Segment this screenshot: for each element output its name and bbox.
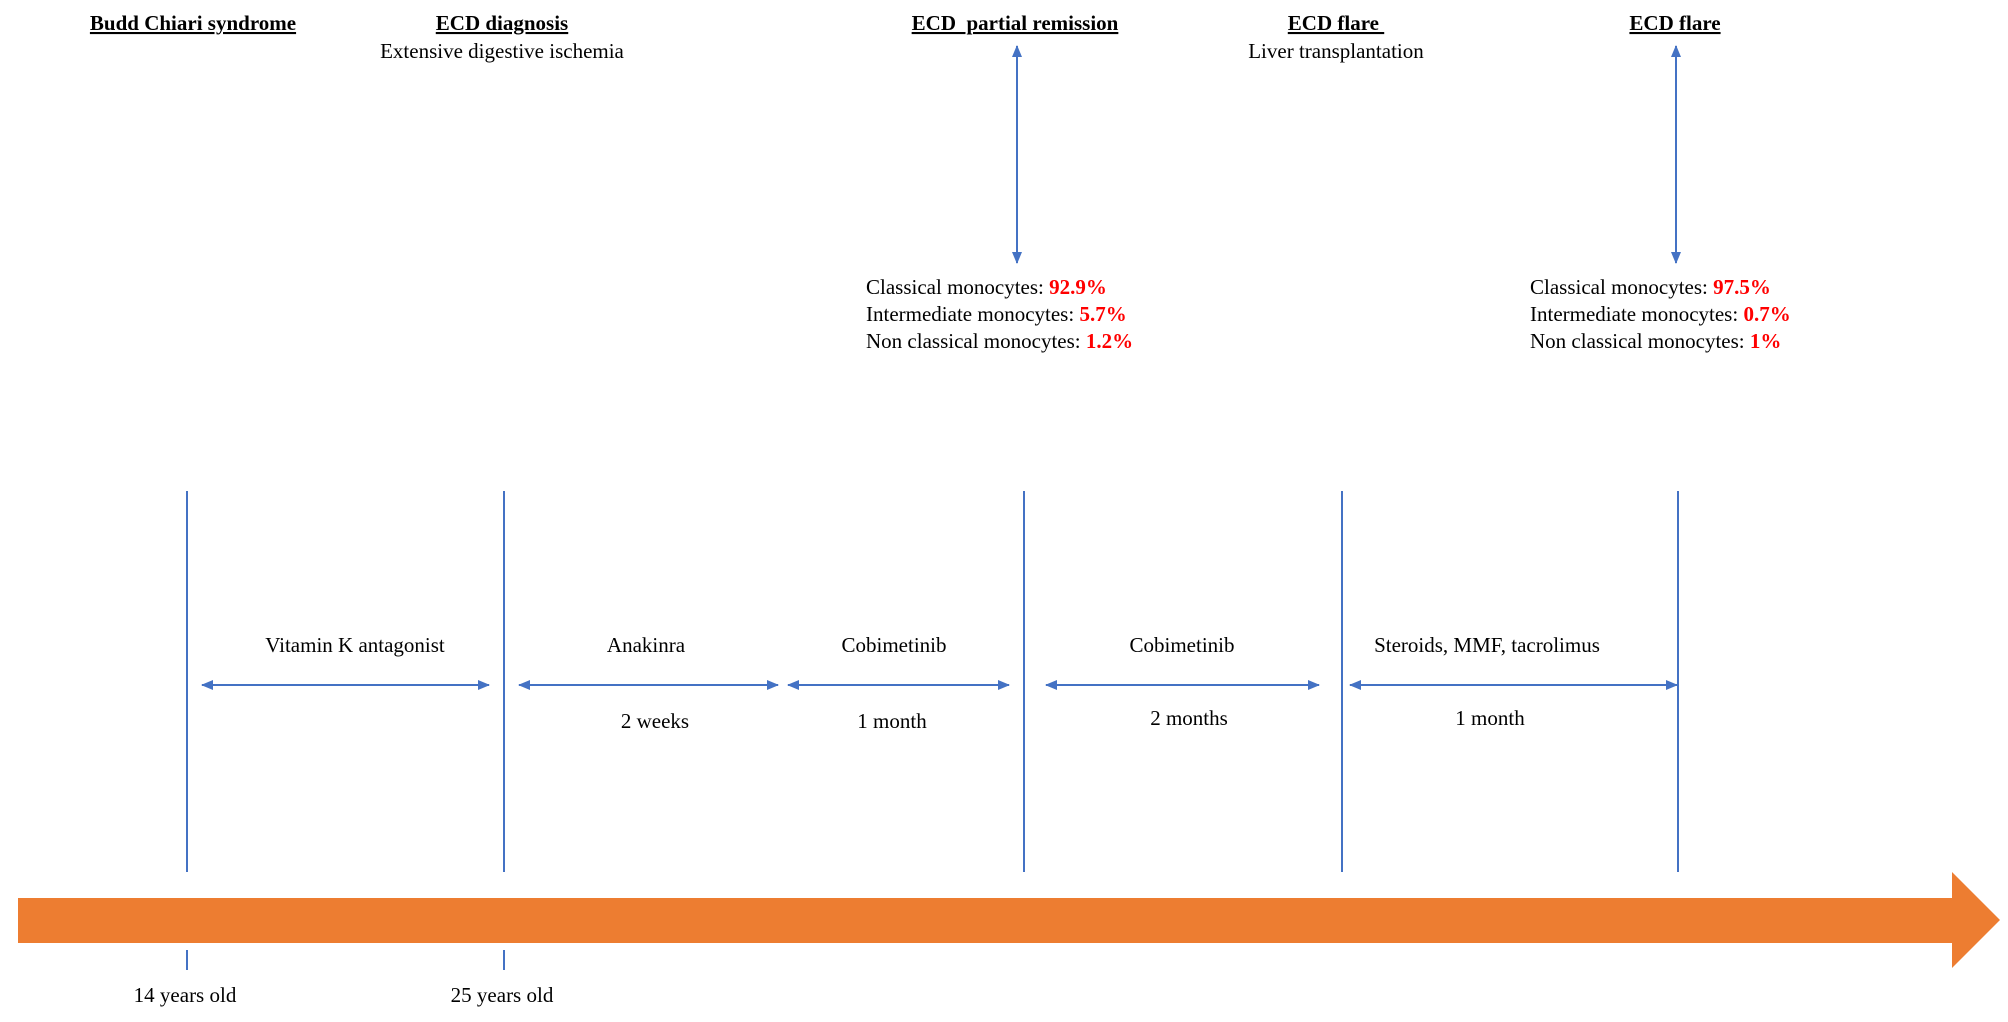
monocyte-label: Intermediate monocytes: [1530, 302, 1743, 326]
monocyte-value: 97.5% [1713, 275, 1771, 299]
event-title-partial-remission: ECD partial remission [912, 11, 1119, 35]
monocyte-row: Non classical monocytes: 1.2% [866, 329, 1133, 353]
monocyte-label: Classical monocytes: [1530, 275, 1713, 299]
monocyte-row: Non classical monocytes: 1% [1530, 329, 1781, 353]
age-label-14: 14 years old [134, 983, 237, 1007]
treatment-duration: 1 month [1455, 706, 1525, 730]
monocyte-value: 1.2% [1086, 329, 1133, 353]
monocyte-row: Intermediate monocytes: 5.7% [866, 302, 1127, 326]
age-label-25: 25 years old [451, 983, 554, 1007]
event-title-ecd-flare-2: ECD flare [1629, 11, 1720, 35]
monocyte-value: 0.7% [1743, 302, 1790, 326]
monocyte-label: Non classical monocytes: [1530, 329, 1750, 353]
monocyte-row: Intermediate monocytes: 0.7% [1530, 302, 1791, 326]
monocyte-row: Classical monocytes: 92.9% [866, 275, 1107, 299]
monocyte-label: Non classical monocytes: [866, 329, 1086, 353]
event-subtitle-liver-transplant: Liver transplantation [1248, 39, 1424, 63]
event-title-ecd-diagnosis: ECD diagnosis [436, 11, 568, 35]
event-subtitle-ecd-diagnosis: Extensive digestive ischemia [380, 39, 624, 63]
monocyte-value: 92.9% [1049, 275, 1107, 299]
monocyte-value: 5.7% [1079, 302, 1126, 326]
treatment-name: Anakinra [607, 633, 686, 657]
monocyte-value: 1% [1750, 329, 1782, 353]
monocyte-row: Classical monocytes: 97.5% [1530, 275, 1771, 299]
event-title-budd-chiari: Budd Chiari syndrome [90, 11, 296, 35]
treatment-name: Cobimetinib [1130, 633, 1235, 657]
treatment-name: Cobimetinib [842, 633, 947, 657]
treatment-duration: 2 months [1150, 706, 1228, 730]
event-title-ecd-flare-1: ECD flare [1288, 11, 1384, 35]
treatment-name: Steroids, MMF, tacrolimus [1374, 633, 1600, 657]
treatment-duration: 1 month [857, 709, 927, 733]
monocyte-label: Intermediate monocytes: [866, 302, 1079, 326]
treatment-duration: 2 weeks [621, 709, 689, 733]
treatment-name: Vitamin K antagonist [265, 633, 445, 657]
monocyte-label: Classical monocytes: [866, 275, 1049, 299]
timeline-arrow [18, 872, 2000, 968]
